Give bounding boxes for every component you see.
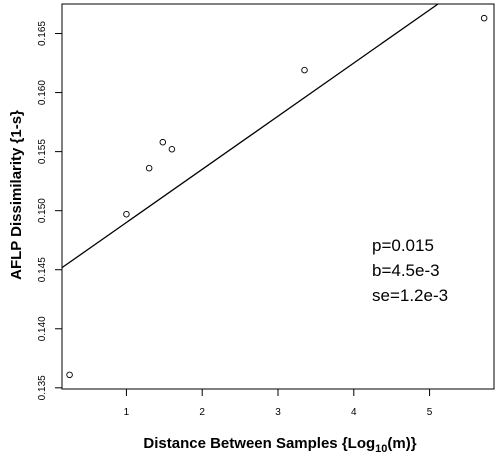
data-point [66,371,73,379]
x-tick-label: 2 [199,407,205,418]
annotation-slope: b=4.5e-3 [372,261,440,280]
data-point [301,66,308,74]
y-tick-label: 0.165 [37,21,48,46]
x-tick-label: 1 [124,407,130,418]
x-axis-title-prefix: Distance Between Samples {Log [143,435,375,452]
x-tick-label: 4 [351,407,357,418]
data-point [168,146,176,153]
data-point [145,164,153,172]
data-point [159,138,167,146]
x-axis-title: Distance Between Samples {Log10(m)} [143,435,416,455]
y-tick-label: 0.150 [37,198,48,223]
y-tick-label: 0.145 [37,257,48,282]
data-point [123,210,130,218]
y-tick-label: 0.160 [37,80,48,105]
fit-line-group [61,3,439,269]
x-tick-label: 5 [427,407,433,418]
annotation-std-error: se=1.2e-3 [372,286,448,305]
x-axis-title-suffix: (m)} [387,435,416,452]
x-axis: 1 2 3 4 5 [124,388,433,418]
plot-frame-group [61,3,495,390]
y-tick-label: 0.140 [37,316,48,341]
y-axis-title: AFLP Dissimilarity {1-s} [8,110,25,280]
y-tick-label: 0.135 [37,375,48,400]
points-group [66,14,488,379]
x-axis-title-subscript: 10 [375,443,387,455]
x-tick-label: 3 [275,407,281,418]
data-point [480,14,488,22]
annotation-p-value: p=0.015 [372,236,434,255]
y-tick-label: 0.155 [37,139,48,164]
plot-frame [61,3,495,390]
y-axis: 0.135 0.140 0.145 0.150 0.155 0.160 0.165 [37,21,63,400]
regression-line [61,3,439,269]
stats-annotation: p=0.015 b=4.5e-3 se=1.2e-3 [372,236,448,305]
